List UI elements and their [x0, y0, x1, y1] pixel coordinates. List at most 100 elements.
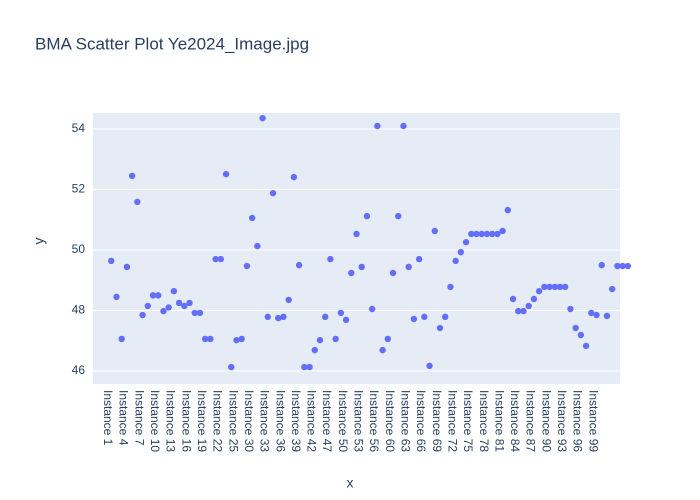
x-tick-label: Instance 96 [571, 390, 585, 452]
point [541, 283, 548, 291]
point [269, 189, 277, 197]
x-tick-label: Instance 78 [477, 390, 491, 452]
point [374, 122, 381, 130]
point [181, 302, 188, 310]
point [332, 335, 339, 343]
point [478, 230, 485, 238]
point [588, 309, 595, 317]
point [222, 170, 230, 178]
point [556, 283, 564, 291]
point [207, 335, 214, 343]
point [504, 206, 512, 214]
point [395, 212, 402, 220]
point [488, 230, 496, 238]
point [123, 263, 131, 271]
point [619, 262, 626, 270]
point [442, 313, 449, 321]
point [337, 309, 345, 317]
point [384, 335, 392, 343]
point [494, 230, 501, 238]
plot-area [93, 113, 620, 384]
point [170, 287, 178, 295]
x-tick-label: Instance 39 [289, 390, 303, 452]
point [212, 255, 219, 263]
x-tick-label: Instance 56 [367, 390, 381, 452]
y-tick-label: 54 [72, 121, 86, 135]
point [431, 227, 438, 235]
point [405, 263, 412, 271]
y-tick-label: 50 [72, 242, 86, 256]
point [515, 307, 522, 315]
point [196, 309, 204, 317]
point [311, 346, 318, 354]
x-tick-label: Instance 75 [461, 390, 475, 452]
x-tick-label: Instance 63 [399, 390, 413, 452]
x-tick-label: Instance 53 [352, 390, 366, 452]
point [259, 114, 266, 122]
point [316, 336, 324, 344]
x-tick-label: Instance 7 [132, 390, 146, 446]
point [368, 305, 376, 313]
x-tick-label: Instance 42 [305, 390, 319, 452]
point [248, 214, 256, 222]
point [410, 315, 418, 323]
x-axis-title: x [347, 475, 354, 491]
point [447, 283, 454, 291]
x-tick-label: Instance 36 [273, 390, 287, 452]
point [228, 363, 235, 371]
x-tick-label: Instance 13 [164, 390, 178, 452]
x-tick-label: Instance 81 [492, 390, 506, 452]
point [363, 212, 371, 220]
y-axis-title: y [31, 238, 47, 245]
point [525, 302, 532, 310]
point [457, 248, 465, 256]
point [275, 314, 282, 322]
point [295, 261, 303, 269]
point [353, 230, 360, 238]
point [301, 363, 308, 371]
x-tick-label: Instance 4 [117, 390, 131, 446]
x-tick-label: Instance 10 [148, 390, 162, 452]
x-tick-label: Instance 22 [211, 390, 225, 452]
point [306, 363, 313, 371]
point [321, 313, 329, 321]
point [149, 292, 157, 299]
point [603, 312, 611, 320]
point [468, 230, 475, 238]
point [452, 257, 459, 265]
point [134, 198, 141, 206]
point [379, 346, 386, 354]
chart-title: BMA Scatter Plot Ye2024_Image.jpg [35, 34, 309, 53]
point [577, 331, 585, 339]
point [551, 283, 558, 291]
point [389, 269, 397, 277]
point [598, 261, 605, 269]
point [358, 263, 365, 271]
point [191, 309, 198, 317]
point [155, 292, 162, 299]
x-tick-label: Instance 47 [320, 390, 334, 452]
point [118, 335, 125, 343]
point [285, 296, 292, 304]
y-tick-label: 52 [72, 182, 86, 196]
point [582, 342, 590, 350]
point [327, 255, 334, 263]
point [614, 262, 621, 270]
point [415, 255, 423, 263]
x-tick-label: Instance 1 [101, 390, 115, 446]
point [186, 299, 193, 307]
point [108, 257, 115, 265]
point [400, 122, 407, 130]
x-tick-label: Instance 50 [336, 390, 350, 452]
point [426, 362, 433, 370]
point [530, 295, 538, 303]
point [567, 305, 574, 313]
point [593, 311, 600, 319]
point [160, 307, 167, 315]
x-tick-label: Instance 90 [539, 390, 553, 452]
x-tick-label: Instance 87 [524, 390, 538, 452]
point [233, 336, 240, 344]
x-tick-label: Instance 99 [586, 390, 600, 452]
point [436, 324, 444, 332]
point [144, 302, 151, 310]
